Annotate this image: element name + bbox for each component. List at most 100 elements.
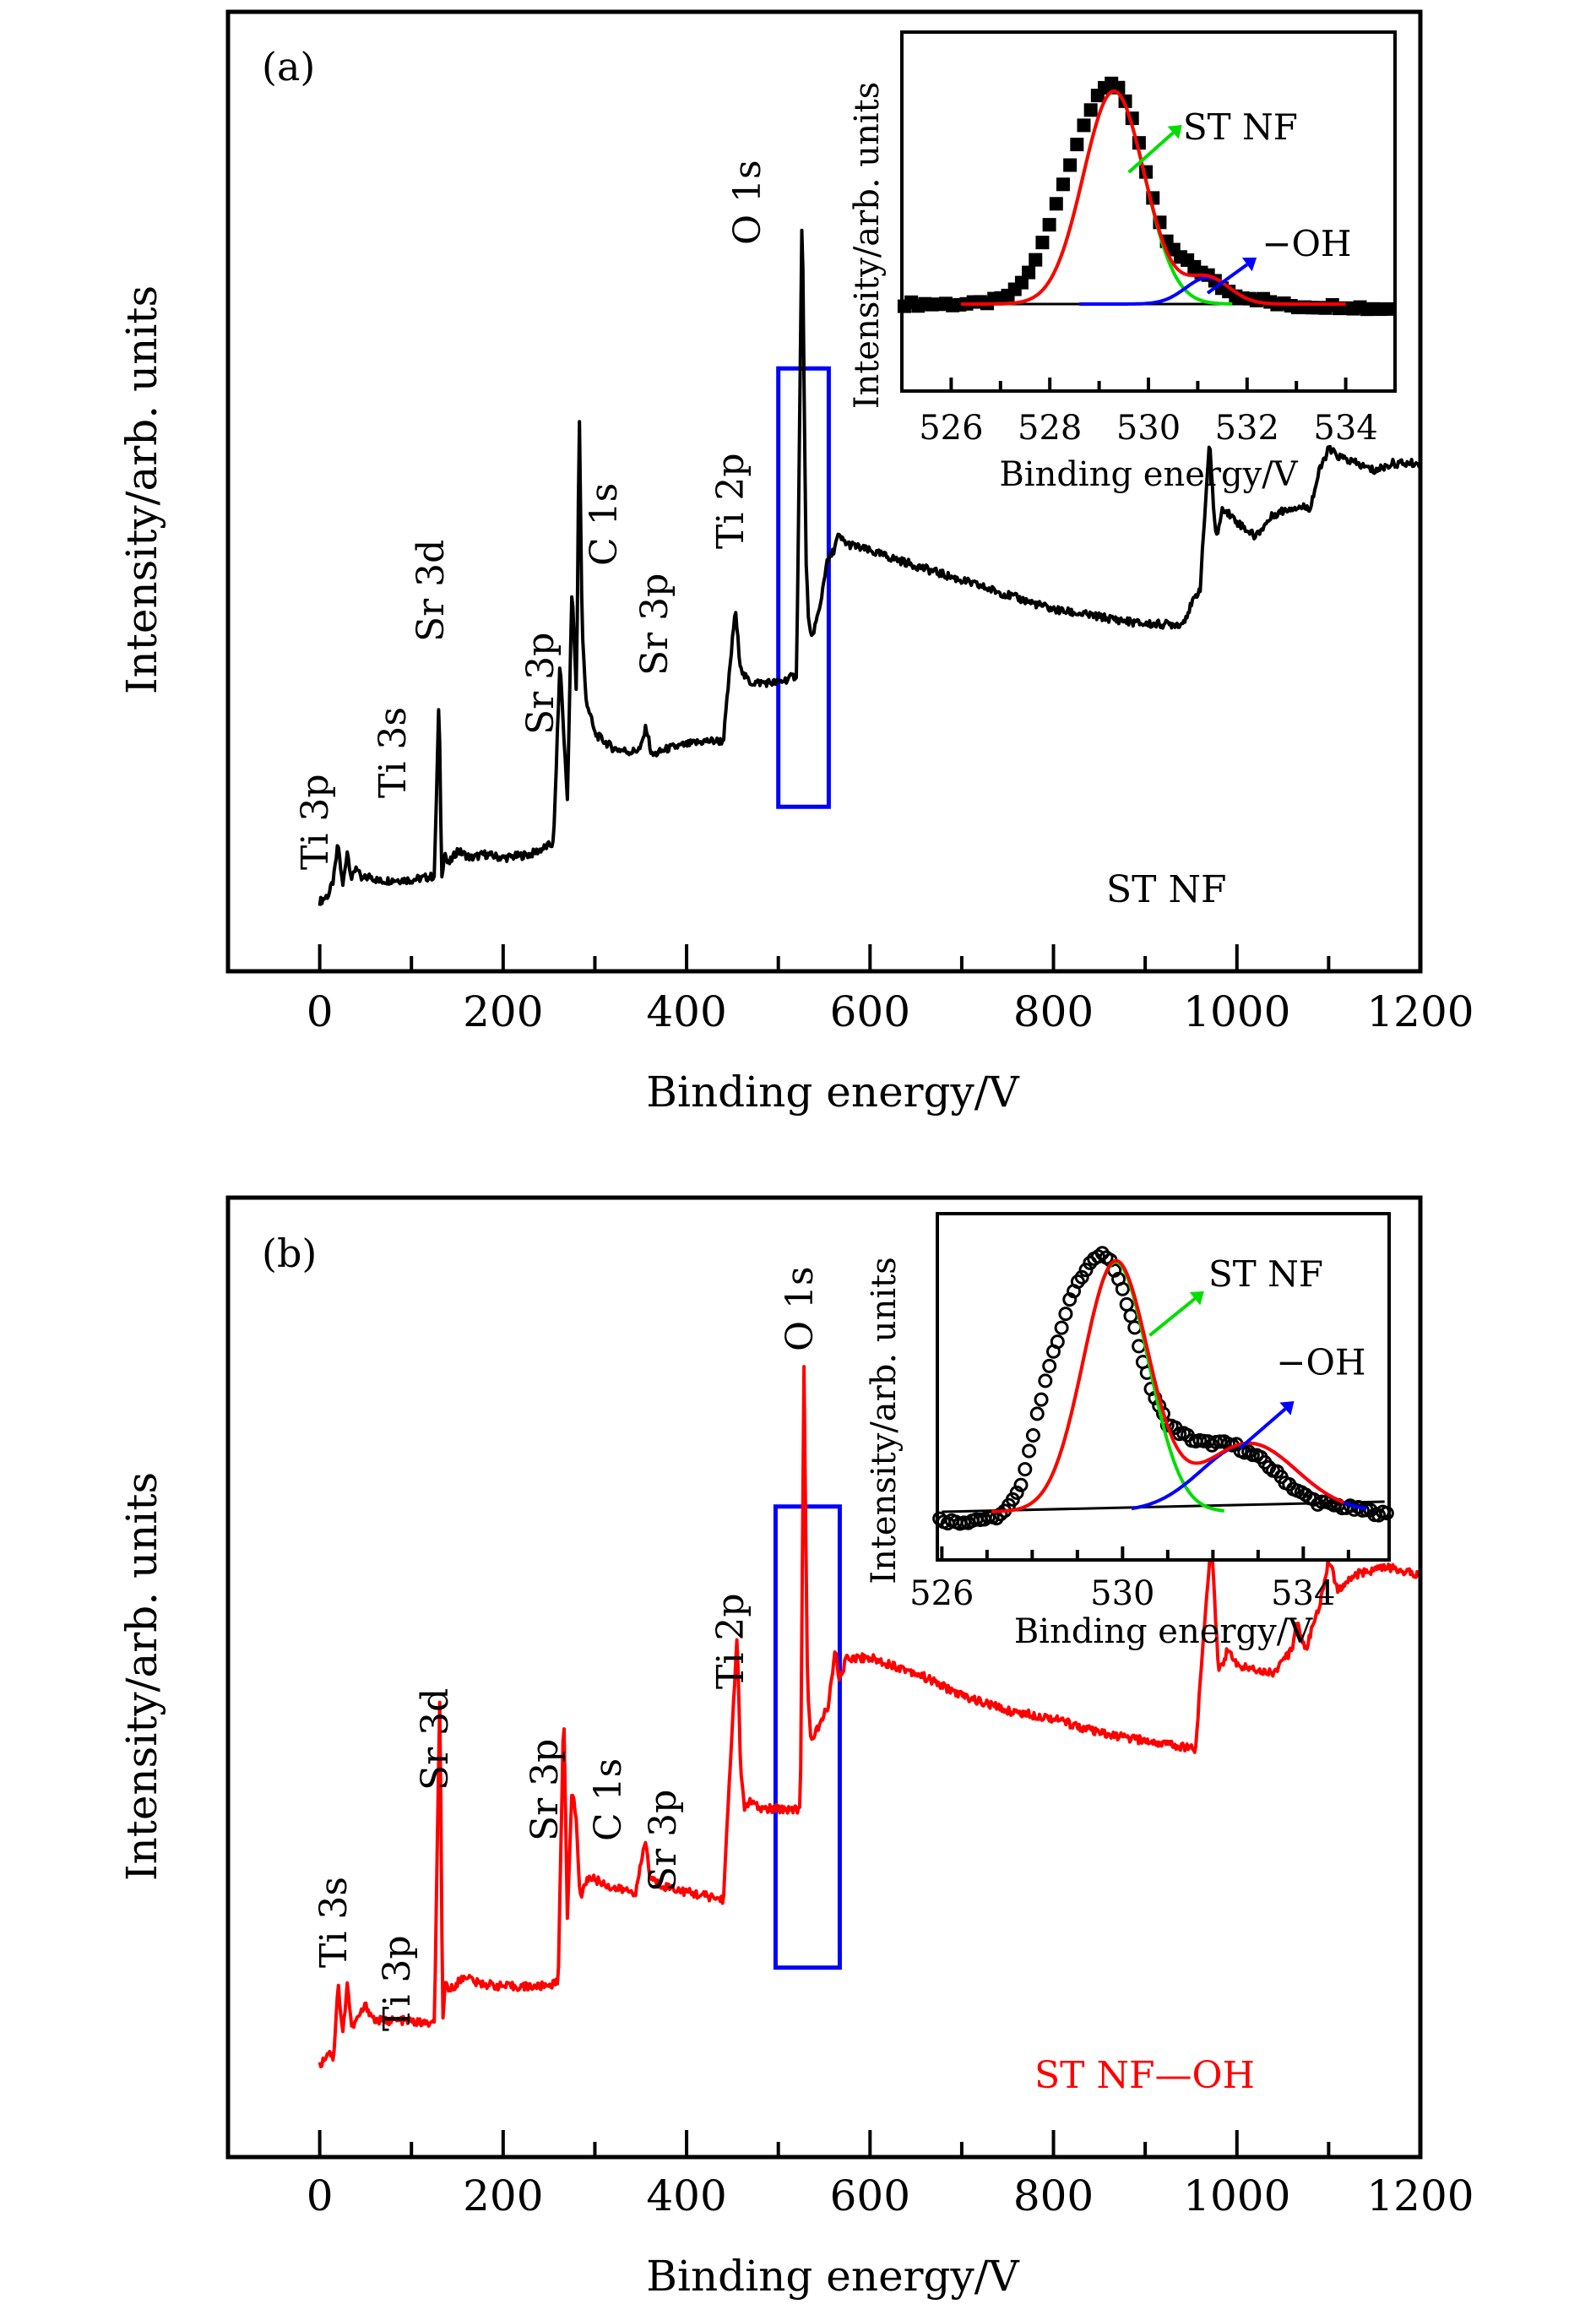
data-point-marker <box>1038 1373 1053 1388</box>
x-axis-title: Binding energy/V <box>646 2252 1019 2301</box>
hydroxyl-annotation: −OH <box>1262 223 1351 264</box>
x-tick-label: 200 <box>463 987 543 1036</box>
arrowhead-icon <box>1241 257 1257 272</box>
inset-x-axis-title: Binding energy/V <box>1014 1612 1313 1651</box>
sample-label: ST NF <box>1106 868 1227 911</box>
data-point-marker <box>1042 218 1056 232</box>
data-point-marker <box>1381 302 1395 316</box>
plot-frame <box>225 9 1423 974</box>
inset-x-tick-label: 534 <box>1271 1574 1335 1613</box>
data-point-marker <box>1014 275 1029 290</box>
sample-label: ST NF—OH <box>1034 2054 1255 2097</box>
x-tick-label: 1200 <box>1366 987 1474 1036</box>
data-point-marker <box>1056 177 1070 192</box>
o1s-highlight-box <box>773 1504 842 1970</box>
fit-total-curve <box>991 1258 1345 1513</box>
data-point-marker <box>1063 158 1078 172</box>
data-point-marker <box>1009 1485 1024 1500</box>
inset-x-tick-label: 534 <box>1313 409 1377 448</box>
data-point-marker <box>1078 1263 1094 1278</box>
inset-x-tick-label: 530 <box>1090 1574 1154 1613</box>
data-point-marker <box>1077 118 1091 133</box>
inset-x-tick-label: 530 <box>1116 409 1181 448</box>
peak-label: Ti 3p <box>376 1935 419 2031</box>
data-point-marker <box>1115 1281 1130 1296</box>
inset-frame <box>900 30 1397 393</box>
x-tick-label: 600 <box>830 987 910 1036</box>
hydroxyl-annotation: −OH <box>1276 1342 1365 1383</box>
panel-a: 0 200 400 600 800 1000 1200 Binding energy/V Int… <box>117 9 1474 1117</box>
x-tick-label: 800 <box>1013 2171 1094 2220</box>
data-point-marker <box>1083 103 1098 117</box>
peak-label: Ti 3s <box>372 707 415 798</box>
data-point-marker <box>1022 265 1036 280</box>
peak-label: C 1s <box>583 483 626 566</box>
peak-label: Ti 3s <box>312 1877 356 1968</box>
data-point-marker <box>1074 1269 1089 1285</box>
x-tick-label: 800 <box>1013 987 1094 1036</box>
panel-b: 0 200 400 600 800 1000 1200 Binding energy/V Int… <box>117 1195 1474 2301</box>
y-axis-title: Intensity/arb. units <box>117 1472 166 1881</box>
x-tick-label: 400 <box>646 987 726 1036</box>
hydroxyl-arrow-icon <box>1239 1407 1287 1450</box>
inset-x-axis-title: Binding energy/V <box>999 455 1298 494</box>
x-tick-label: 1200 <box>1366 2171 1474 2220</box>
peak-label: Sr 3p <box>524 1739 567 1841</box>
data-point-marker <box>1025 1428 1040 1443</box>
data-point-marker <box>1379 1506 1394 1521</box>
lattice-annotation: ST NF <box>1208 1253 1323 1295</box>
spectrum-line <box>318 228 1421 906</box>
spectrum-line <box>318 1365 1421 2068</box>
data-point-marker <box>1018 1462 1033 1477</box>
data-point-marker <box>1029 253 1043 267</box>
peak-label: Sr 3p <box>633 573 676 676</box>
arrowhead-icon <box>1167 124 1182 139</box>
x-tick-label: 200 <box>463 2171 543 2220</box>
x-tick-label: 600 <box>830 2171 910 2220</box>
x-tick-label: 400 <box>646 2171 726 2220</box>
data-point-marker <box>1050 1334 1065 1350</box>
x-tick-label: 1000 <box>1183 987 1290 1036</box>
inset-x-tick-label: 528 <box>1018 409 1082 448</box>
data-point-marker <box>1054 1320 1069 1335</box>
x-axis-title: Binding energy/V <box>646 1068 1019 1117</box>
lattice-arrow-icon <box>1148 1297 1197 1337</box>
inset-x-tick-label: 532 <box>1215 409 1279 448</box>
fit-total-curve <box>961 89 1346 306</box>
lattice-arrow-icon <box>1127 131 1175 174</box>
o1s-label: O 1s <box>779 1266 822 1351</box>
peak-label: Ti 2p <box>709 453 752 549</box>
inset-y-axis-title: Intensity/arb. units <box>865 1257 904 1584</box>
peak-label: Sr 3p <box>519 633 562 735</box>
x-tick-label: 1000 <box>1183 2171 1290 2220</box>
data-point-marker <box>1035 236 1050 250</box>
inset-x-tick-label: 526 <box>919 409 983 448</box>
data-point-marker <box>1013 1477 1029 1492</box>
arrowhead-icon <box>1279 1401 1295 1416</box>
arrowhead-icon <box>1189 1291 1204 1306</box>
data-point-marker <box>1034 1392 1049 1407</box>
y-axis-title: Intensity/arb. units <box>117 285 166 694</box>
data-point-marker <box>1022 1443 1037 1459</box>
data-point-marker <box>1029 1406 1045 1421</box>
data-point-marker <box>1070 138 1084 152</box>
peak-label: Ti 2p <box>709 1593 752 1689</box>
data-point-marker <box>1058 1307 1073 1322</box>
o1s-inset: 526 528 530 532 534 Binding energy/V Intensity… <box>848 30 1397 494</box>
x-tick-label: 0 <box>307 2171 334 2220</box>
x-tick-label: 0 <box>307 987 334 1036</box>
lattice-annotation: ST NF <box>1183 106 1298 148</box>
data-point-marker <box>1049 197 1063 211</box>
peak-label: C 1s <box>587 1758 630 1841</box>
data-point-marker <box>1042 1358 1057 1373</box>
peak-label: Sr 3d <box>414 1688 457 1791</box>
inset-y-axis-title: Intensity/arb. units <box>848 82 887 409</box>
peak-label: Ti 3p <box>294 774 337 870</box>
inset-x-tick-label: 526 <box>909 1574 974 1613</box>
panel-label: (a) <box>262 44 315 90</box>
peak-label: Sr 3d <box>410 540 453 642</box>
peak-label: Sr 3p <box>642 1790 685 1892</box>
hydroxyl-arrow-icon <box>1206 263 1248 295</box>
